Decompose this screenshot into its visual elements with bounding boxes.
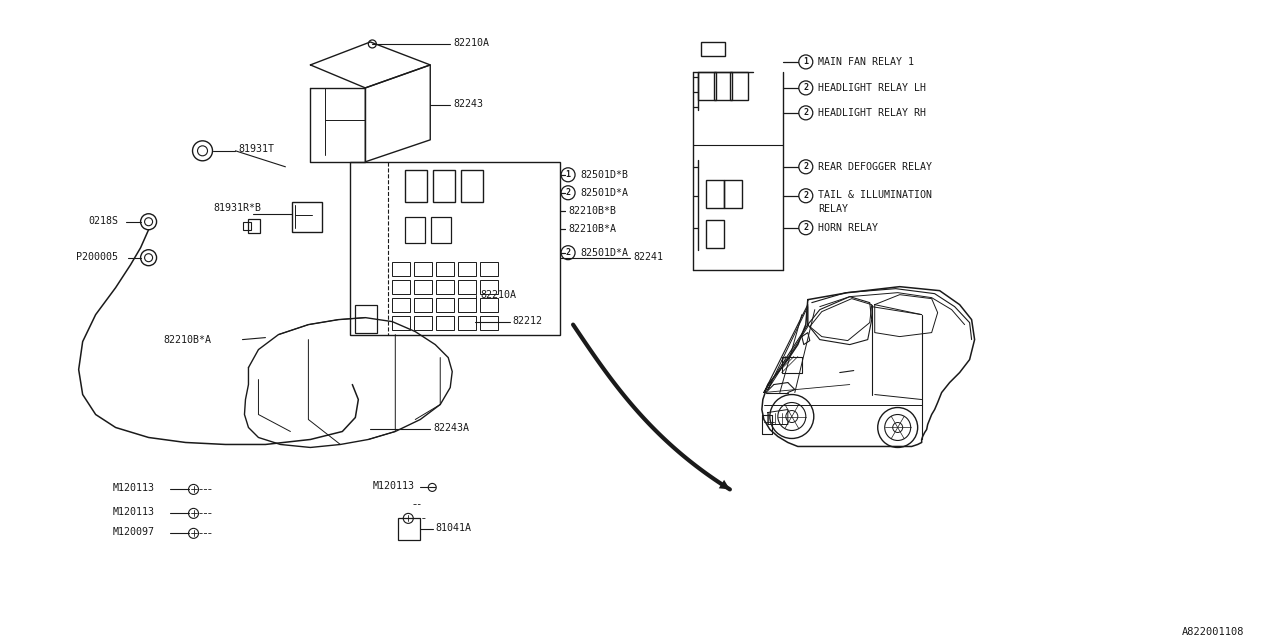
Text: 81931R*B: 81931R*B <box>214 203 261 212</box>
Text: M120113: M120113 <box>113 483 155 493</box>
Bar <box>415 298 433 312</box>
Bar <box>436 262 454 276</box>
Text: 2: 2 <box>804 163 808 172</box>
Text: 82243A: 82243A <box>433 424 470 433</box>
Text: 82501D*B: 82501D*B <box>580 170 628 180</box>
Bar <box>415 280 433 294</box>
Text: 82501D*A: 82501D*A <box>580 248 628 258</box>
Bar <box>730 72 748 100</box>
Text: REAR DEFOGGER RELAY: REAR DEFOGGER RELAY <box>818 162 932 172</box>
Bar <box>458 298 476 312</box>
Text: 82210B*B: 82210B*B <box>568 205 616 216</box>
Bar <box>392 316 411 330</box>
Bar <box>461 170 483 202</box>
Text: 82210B*A: 82210B*A <box>568 224 616 234</box>
Bar <box>436 280 454 294</box>
Text: M120097: M120097 <box>113 527 155 538</box>
Text: 82212: 82212 <box>512 316 543 326</box>
Text: 1: 1 <box>566 170 571 179</box>
Text: TAIL & ILLUMINATION: TAIL & ILLUMINATION <box>818 190 932 200</box>
Text: 2: 2 <box>566 248 571 257</box>
Bar <box>415 262 433 276</box>
Text: 2: 2 <box>804 223 808 232</box>
Text: 82241: 82241 <box>634 252 663 262</box>
Text: 2: 2 <box>566 188 571 197</box>
Bar <box>480 316 498 330</box>
Text: P200005: P200005 <box>76 252 118 262</box>
Text: 82210A: 82210A <box>453 38 489 48</box>
Text: 81041A: 81041A <box>435 524 471 533</box>
Bar <box>707 180 724 208</box>
Bar <box>406 170 428 202</box>
Text: HORN RELAY: HORN RELAY <box>818 223 878 233</box>
Bar <box>724 180 742 208</box>
Text: HEADLIGHT RELAY RH: HEADLIGHT RELAY RH <box>818 108 925 118</box>
Bar <box>458 262 476 276</box>
Text: RELAY: RELAY <box>818 204 847 214</box>
Bar <box>351 162 561 335</box>
Bar <box>398 518 420 540</box>
Bar <box>243 221 251 230</box>
Text: A822001108: A822001108 <box>1181 627 1244 637</box>
Bar <box>248 219 260 233</box>
Bar <box>292 202 323 232</box>
Text: 82243: 82243 <box>453 99 484 109</box>
Text: HEADLIGHT RELAY LH: HEADLIGHT RELAY LH <box>818 83 925 93</box>
Bar <box>415 316 433 330</box>
Text: MAIN FAN RELAY 1: MAIN FAN RELAY 1 <box>818 57 914 67</box>
Text: 2: 2 <box>804 108 808 117</box>
Bar <box>714 72 732 100</box>
Bar <box>701 42 724 56</box>
Bar <box>356 305 378 333</box>
Bar <box>782 356 801 372</box>
Bar <box>392 298 411 312</box>
Bar <box>431 217 452 243</box>
Text: 2: 2 <box>804 191 808 200</box>
Bar <box>698 72 716 100</box>
Text: 1: 1 <box>804 58 808 67</box>
Bar <box>392 262 411 276</box>
Text: 82501D*A: 82501D*A <box>580 188 628 198</box>
Text: 82210A: 82210A <box>480 290 516 300</box>
Text: M120113: M120113 <box>113 508 155 517</box>
Text: 81931T: 81931T <box>238 144 274 154</box>
Bar <box>480 262 498 276</box>
Text: M120113: M120113 <box>372 481 415 492</box>
Bar <box>458 316 476 330</box>
Bar <box>480 280 498 294</box>
Bar <box>707 220 724 248</box>
Bar <box>480 298 498 312</box>
Text: 2: 2 <box>804 83 808 92</box>
Bar <box>433 170 456 202</box>
Bar <box>392 280 411 294</box>
Bar <box>406 217 425 243</box>
Bar <box>436 316 454 330</box>
Bar <box>436 298 454 312</box>
Bar <box>458 280 476 294</box>
Text: 0218S: 0218S <box>88 216 119 226</box>
Text: 82210B*A: 82210B*A <box>164 335 211 344</box>
